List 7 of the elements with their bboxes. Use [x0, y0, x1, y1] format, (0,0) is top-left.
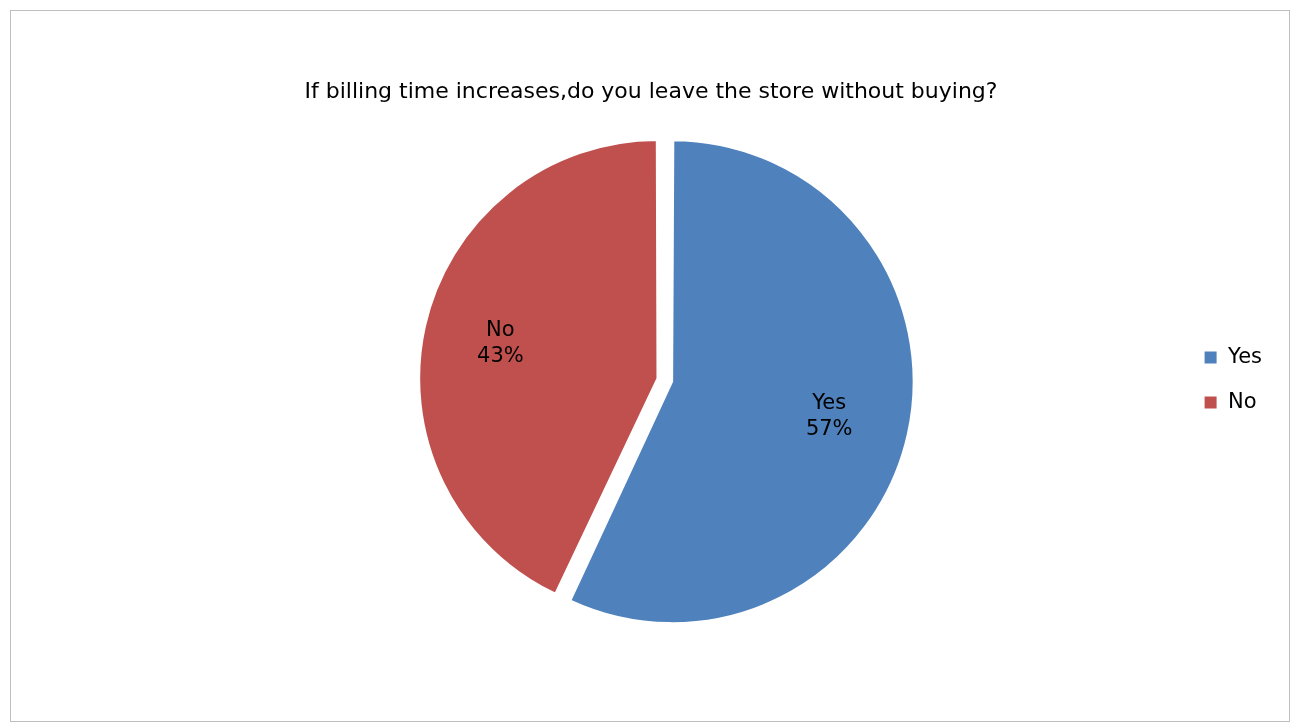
data-label: 57% — [805, 416, 853, 441]
legend-label: No — [1228, 388, 1257, 413]
legend-label: Yes — [1227, 343, 1263, 368]
chart-title: If billing time increases,do you leave the store without buying? — [303, 78, 999, 103]
slice-label: No — [486, 316, 515, 341]
data-label: 43% — [477, 342, 524, 367]
slice-label: Yes — [811, 390, 847, 415]
